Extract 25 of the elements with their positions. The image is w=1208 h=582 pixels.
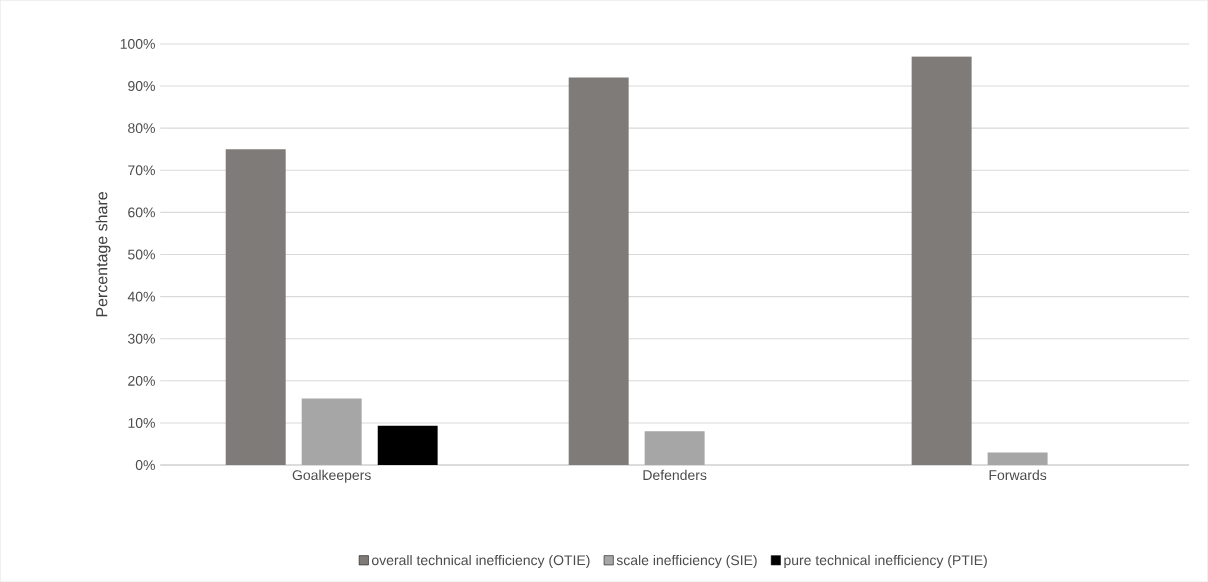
bar xyxy=(301,398,362,465)
y-tick-label: 10% xyxy=(128,417,155,428)
legend-label: pure technical inefficiency (PTIE) xyxy=(784,554,987,568)
y-axis-title: Percentage share xyxy=(95,191,111,317)
y-tick-label: 0% xyxy=(135,459,155,470)
y-tick-label: 20% xyxy=(128,375,155,386)
bar xyxy=(568,77,629,465)
y-tick-label: 40% xyxy=(127,291,155,302)
legend-label: overall technical inefficiency (OTIE) xyxy=(371,554,590,568)
y-tick-label: 100% xyxy=(120,38,155,49)
y-tick-label: 50% xyxy=(128,249,155,260)
y-tick-label: 70% xyxy=(128,165,155,176)
x-tick-label: Goalkeepers xyxy=(292,469,371,483)
y-tick-label: 60% xyxy=(128,207,155,218)
y-tick-label: 30% xyxy=(128,333,155,344)
bar xyxy=(377,425,438,465)
legend-label: scale inefficiency (SIE) xyxy=(616,554,757,568)
bar xyxy=(225,149,286,465)
bar xyxy=(644,431,705,465)
x-tick-label: Defenders xyxy=(643,469,707,480)
y-tick-label: 80% xyxy=(128,123,155,133)
y-tick-label: 90% xyxy=(128,80,155,91)
bar xyxy=(911,56,972,465)
x-tick-label: Forwards xyxy=(989,469,1047,480)
bar xyxy=(987,452,1048,465)
